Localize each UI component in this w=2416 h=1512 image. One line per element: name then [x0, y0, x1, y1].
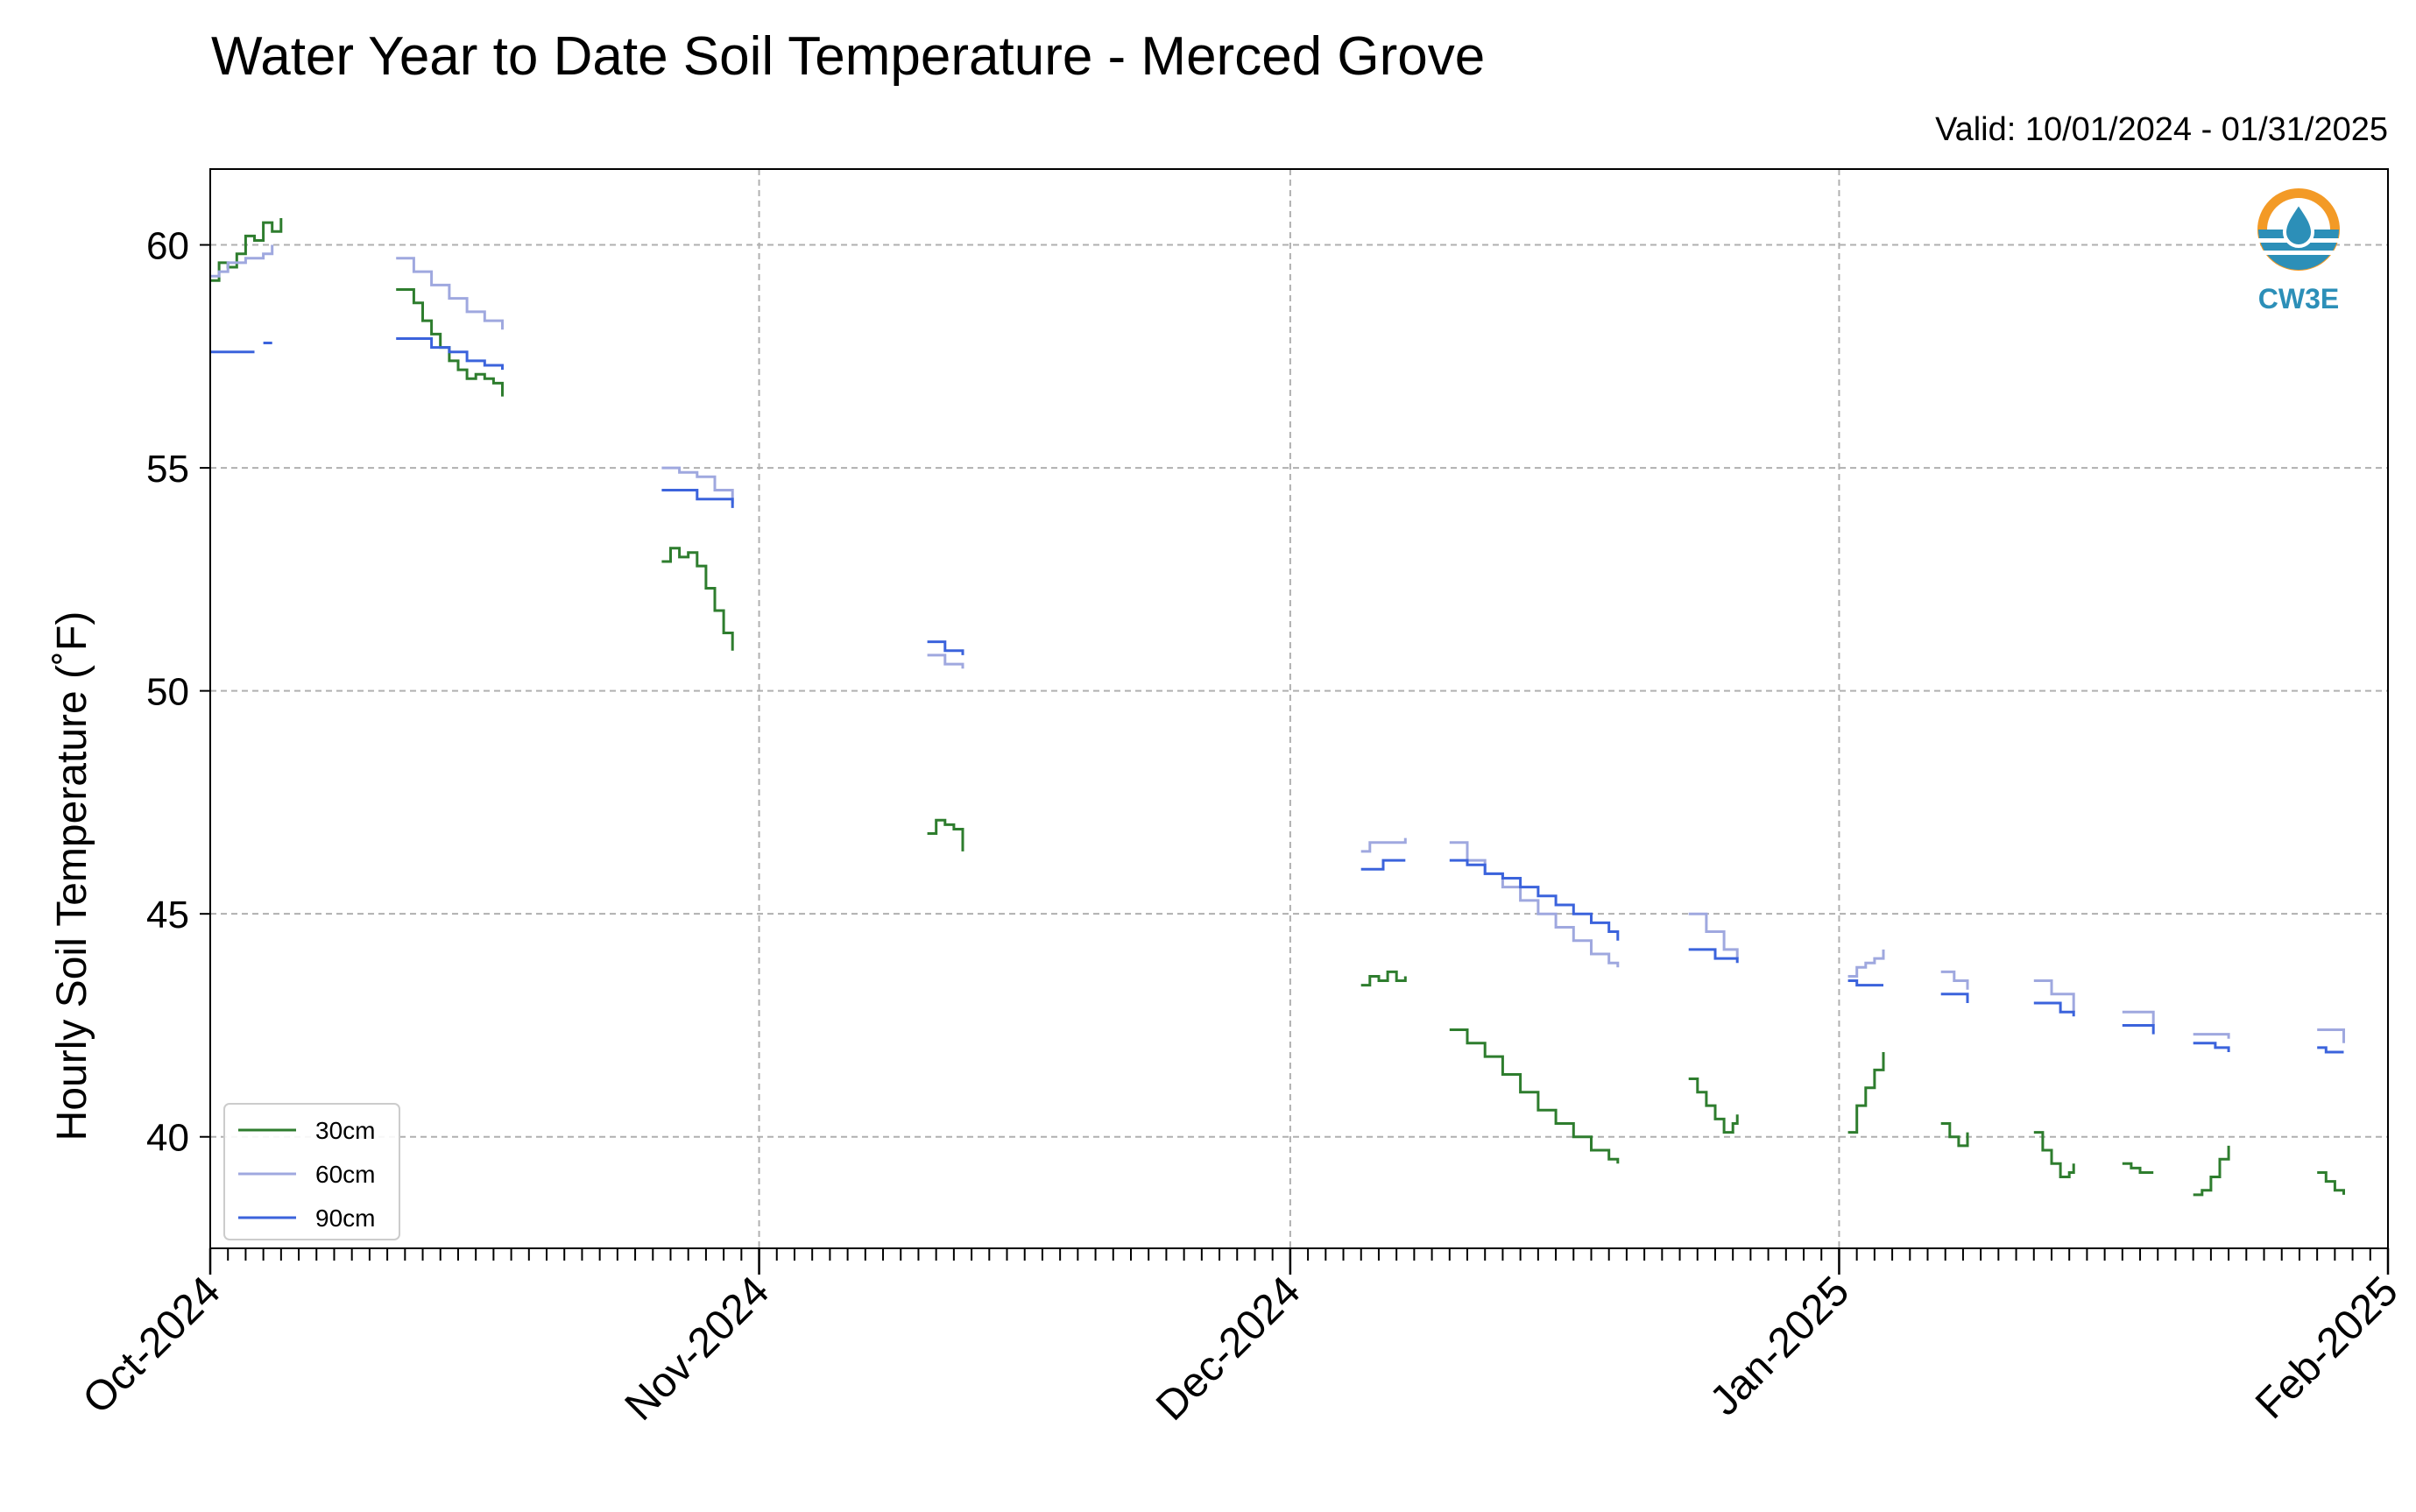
series-line-90cm: [2193, 1042, 2230, 1052]
series-line-60cm: [2122, 1010, 2155, 1026]
series-line-30cm: [2317, 1171, 2345, 1195]
series-line-60cm: [210, 244, 274, 278]
cw3e-logo: CW3E: [2257, 188, 2340, 314]
series-line-30cm: [2193, 1145, 2230, 1197]
series-line-30cm: [396, 288, 504, 397]
series-line-90cm: [661, 489, 734, 508]
y-tick-label: 55: [146, 448, 189, 491]
series-line-90cm: [1449, 858, 1620, 941]
legend-label: 30cm: [315, 1117, 375, 1144]
logo-wave-icon: [2261, 251, 2336, 255]
series-line-60cm: [661, 466, 734, 504]
series-line-60cm: [1940, 970, 1969, 990]
series-line-60cm: [1360, 837, 1407, 853]
y-tick-label: 40: [146, 1117, 189, 1160]
chart-title: Water Year to Date Soil Temperature - Me…: [211, 26, 1485, 87]
series-line-30cm: [2122, 1162, 2154, 1174]
plot-frame: [209, 168, 2389, 1249]
series-line-60cm: [927, 654, 964, 669]
series-line-90cm: [2033, 1001, 2075, 1017]
series-line-90cm: [396, 337, 504, 371]
series-line-30cm: [927, 818, 964, 851]
series-line-90cm: [1688, 948, 1739, 964]
series-line-90cm: [1940, 993, 1969, 1003]
logo-text: CW3E: [2258, 283, 2339, 314]
series-line-30cm: [1449, 1028, 1620, 1164]
series-line-30cm: [661, 547, 734, 651]
y-tick-label: 45: [146, 894, 189, 936]
series-line-60cm: [2193, 1033, 2230, 1039]
legend: 30cm 60cm 90cm: [223, 1103, 400, 1240]
series-line-90cm: [1847, 979, 1883, 987]
legend-label: 90cm: [315, 1205, 375, 1232]
chart-subtitle: Valid: 10/01/2024 - 01/31/2025: [1935, 111, 2388, 148]
series-line-90cm: [927, 640, 964, 655]
logo-drop-icon: [2282, 200, 2315, 248]
y-tick-label: 60: [146, 225, 189, 268]
series-line-30cm: [1940, 1122, 1969, 1148]
series-line-30cm: [1847, 1052, 1885, 1134]
series-line-60cm: [2033, 979, 2075, 1013]
legend-label: 60cm: [315, 1161, 375, 1188]
grid-layer: [210, 169, 2388, 1248]
series-line-30cm: [1360, 970, 1407, 987]
series-line-60cm: [1688, 912, 1739, 959]
series-line-30cm: [210, 218, 283, 282]
series-line-90cm: [1360, 858, 1406, 871]
series-line-30cm: [1688, 1077, 1739, 1134]
y-axis-label: Hourly Soil Temperature (˚F): [49, 611, 95, 1141]
series-layer: [210, 218, 2345, 1197]
series-line-60cm: [2317, 1028, 2345, 1043]
series-line-90cm: [2122, 1024, 2155, 1035]
y-tick-label: 50: [146, 671, 189, 714]
series-line-60cm: [396, 257, 504, 330]
legend-frame: [223, 1103, 400, 1240]
series-line-60cm: [1847, 949, 1885, 978]
series-line-90cm: [2317, 1046, 2344, 1054]
series-line-30cm: [2033, 1131, 2075, 1178]
